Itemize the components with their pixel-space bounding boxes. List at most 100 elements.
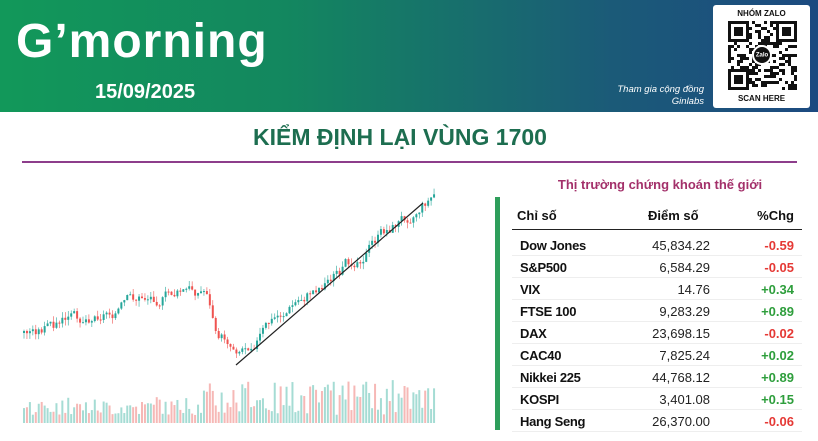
volume-bar xyxy=(356,396,359,423)
volume-bar xyxy=(244,388,247,423)
qr-cell xyxy=(740,66,743,69)
volume-bar xyxy=(182,412,185,423)
volume-bar xyxy=(191,413,194,423)
candle-body xyxy=(43,326,46,333)
candle-body xyxy=(49,321,52,324)
qr-cell xyxy=(779,51,782,54)
volume-bar xyxy=(99,412,102,423)
index-value: 3,401.08 xyxy=(659,392,710,407)
qr-code: Zalo xyxy=(728,21,797,90)
qr-cell xyxy=(788,84,791,87)
candle-body xyxy=(108,312,111,315)
index-value: 26,370.00 xyxy=(652,414,710,429)
table-row: S&P500 6,584.29 -0.05 xyxy=(512,256,802,278)
volume-bar xyxy=(25,407,28,423)
volume-bar xyxy=(70,414,73,423)
candle-body xyxy=(129,294,132,296)
qr-cell xyxy=(743,54,746,57)
qr-cell xyxy=(764,42,767,45)
candle-body xyxy=(264,322,267,328)
volume-bar xyxy=(415,394,418,423)
qr-cell xyxy=(779,42,782,45)
candle-body xyxy=(379,229,382,235)
qr-cell xyxy=(758,42,761,45)
candle-body xyxy=(167,291,170,293)
qr-cell xyxy=(794,54,797,57)
volume-bar xyxy=(117,413,120,423)
qr-cell xyxy=(749,78,752,81)
candle-body xyxy=(217,330,220,339)
qr-cell xyxy=(785,48,788,51)
qr-cell xyxy=(737,45,740,48)
volume-bar xyxy=(273,382,276,423)
greeting: G’morning xyxy=(16,15,268,68)
candle-body xyxy=(120,302,123,309)
candle-body xyxy=(73,311,76,314)
volume-bar xyxy=(241,384,244,423)
volume-bar xyxy=(397,393,400,423)
candle-body xyxy=(90,321,93,323)
candle-body xyxy=(226,339,229,345)
volume-bar xyxy=(55,403,58,423)
candle-body xyxy=(194,289,197,296)
qr-cell xyxy=(758,78,761,81)
candle-body xyxy=(176,290,179,297)
community-note: Tham gia cộng đồng Ginlabs xyxy=(612,84,704,108)
qr-cell xyxy=(770,72,773,75)
volume-bar xyxy=(152,404,155,423)
qr-cell xyxy=(737,63,740,66)
volume-bar xyxy=(226,402,229,423)
candle-body xyxy=(356,262,359,268)
volume-bar xyxy=(23,408,25,423)
qr-cell xyxy=(731,66,734,69)
volume-bar xyxy=(43,405,46,423)
qr-cell xyxy=(788,45,791,48)
qr-cell xyxy=(770,81,773,84)
qr-cell xyxy=(767,75,770,78)
candle-body xyxy=(309,293,312,295)
qr-top-label: NHÓM ZALO xyxy=(737,9,786,18)
qr-cell xyxy=(755,45,758,48)
volume-bar xyxy=(155,397,158,423)
volume-bar xyxy=(253,406,256,423)
qr-cell xyxy=(794,87,797,90)
qr-cell xyxy=(770,75,773,78)
candle-body xyxy=(353,265,356,268)
qr-cell xyxy=(758,24,761,27)
volume-bar xyxy=(197,404,200,423)
volume-bar xyxy=(320,391,323,423)
qr-cell xyxy=(758,30,761,33)
qr-cell xyxy=(782,69,785,72)
candle-body xyxy=(220,334,223,339)
qr-cell xyxy=(740,54,743,57)
candle-body xyxy=(58,322,61,324)
index-name: VIX xyxy=(520,282,541,297)
qr-cell xyxy=(794,45,797,48)
candle-body xyxy=(200,291,202,294)
qr-cell xyxy=(791,66,794,69)
candle-body xyxy=(412,217,415,223)
candle-body xyxy=(141,296,143,299)
candle-body xyxy=(312,290,315,295)
candle-body xyxy=(149,296,152,300)
candle-body xyxy=(285,313,288,317)
qr-cell xyxy=(743,57,746,60)
volume-bar xyxy=(58,414,61,423)
candle-body xyxy=(430,197,433,201)
index-value: 45,834.22 xyxy=(652,238,710,253)
volume-bar xyxy=(202,390,205,423)
candle-body xyxy=(259,333,261,341)
candle-body xyxy=(288,306,291,314)
candle-body xyxy=(61,317,64,324)
candle-body xyxy=(111,314,114,319)
qr-cell xyxy=(773,75,776,78)
candle-body xyxy=(114,313,117,319)
index-name: CAC40 xyxy=(520,348,562,363)
qr-cell xyxy=(728,54,731,57)
volume-bar xyxy=(161,413,164,423)
candle-body xyxy=(273,317,276,319)
candle-body xyxy=(323,283,326,290)
qr-cell xyxy=(758,69,761,72)
qr-cell xyxy=(788,57,791,60)
volume-bar xyxy=(421,407,424,423)
